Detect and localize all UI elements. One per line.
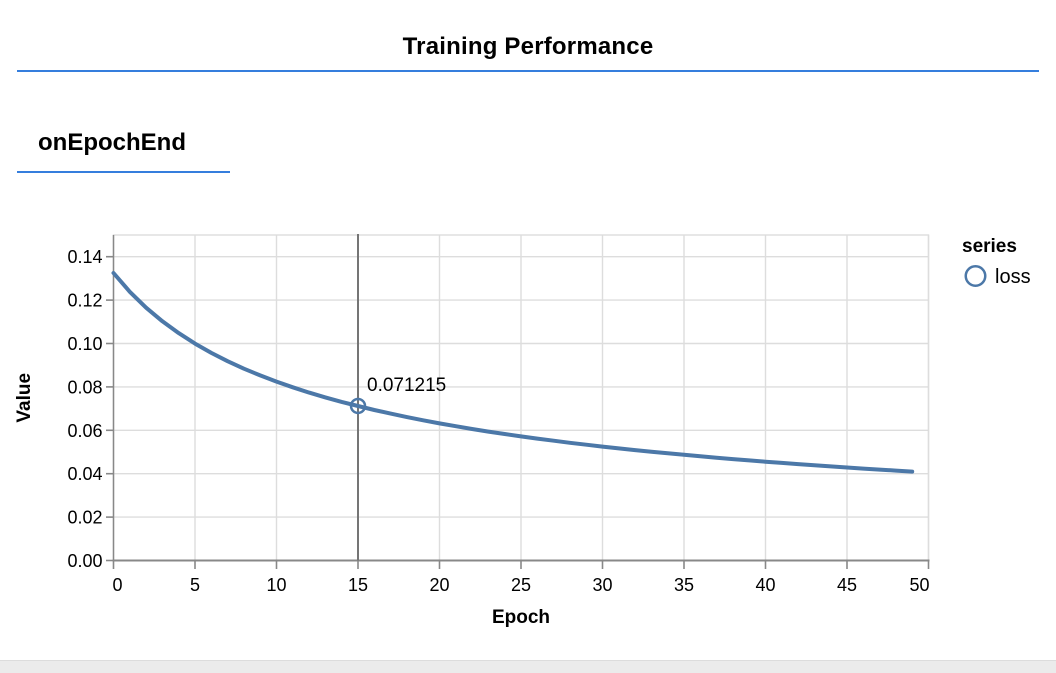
axis-ticks (106, 255, 930, 569)
y-tick-label: 0.14 (67, 247, 102, 267)
x-tick-label: 50 (909, 575, 929, 595)
x-tick-label: 35 (674, 575, 694, 595)
x-tick-label: 45 (837, 575, 857, 595)
x-tick-label: 10 (266, 575, 286, 595)
y-tick-label: 0.12 (67, 291, 102, 311)
hover-point-marker (349, 397, 367, 415)
axis-tick-labels: 0 5 10 15 20 25 30 35 40 45 50 0.00 0.02 0.04 0.06 0.08… (67, 247, 929, 595)
legend: series loss (962, 236, 1031, 288)
legend-title: series (962, 236, 1017, 257)
x-tick-label: 25 (511, 575, 531, 595)
section-divider (17, 171, 230, 173)
plot-area[interactable] (114, 235, 929, 561)
gridlines (113, 235, 930, 561)
x-tick-label: 30 (592, 575, 612, 595)
x-tick-label: 5 (190, 575, 200, 595)
section-title: onEpochEnd (38, 129, 186, 156)
legend-item-label: loss (995, 266, 1031, 288)
y-tick-label: 0.04 (67, 464, 102, 484)
legend-item-loss: loss (964, 265, 1031, 288)
tooltip-value-label: 0.071215 (367, 375, 446, 396)
y-tick-label: 0.06 (67, 421, 102, 441)
legend-loss-circle-icon (964, 265, 987, 287)
page-bottom-strip (0, 660, 1056, 673)
x-tick-label: 0 (113, 575, 123, 595)
y-tick-label: 0.00 (67, 551, 102, 571)
x-tick-label: 20 (429, 575, 449, 595)
y-tick-label: 0.10 (67, 334, 102, 354)
x-tick-label: 40 (755, 575, 775, 595)
y-axis-title: Value (14, 373, 35, 423)
x-axis-title: Epoch (492, 607, 550, 628)
y-tick-label: 0.08 (67, 377, 102, 397)
loss-line (111, 271, 915, 474)
x-tick-label: 15 (348, 575, 368, 595)
title-divider (17, 70, 1039, 72)
page-title: Training Performance (402, 33, 654, 60)
y-tick-label: 0.02 (67, 508, 102, 528)
